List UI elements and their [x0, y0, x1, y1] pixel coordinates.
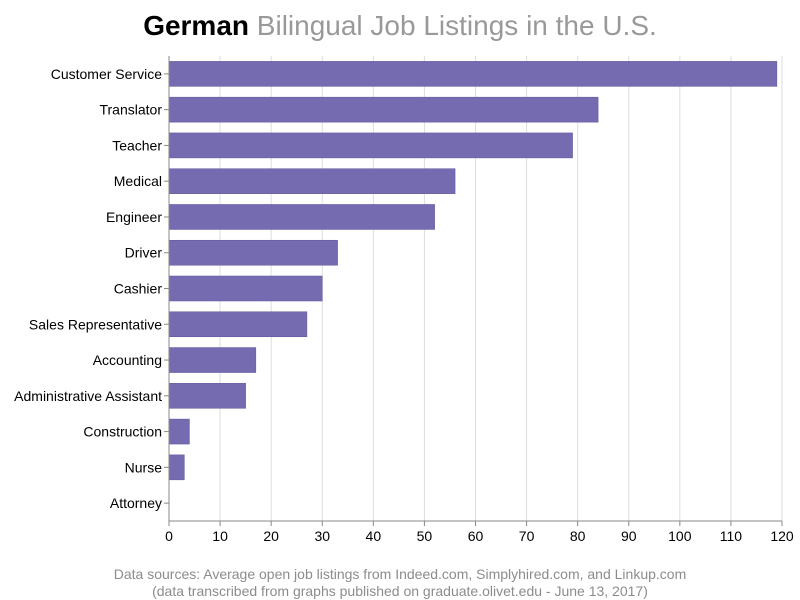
- axes: [164, 56, 783, 526]
- category-label: Customer Service: [51, 66, 162, 82]
- chart-title-highlight: German: [143, 10, 250, 41]
- x-tick-label: 100: [668, 528, 692, 544]
- x-tick-label: 40: [366, 528, 382, 544]
- bars: [168, 61, 778, 481]
- x-tick-label: 70: [519, 528, 535, 544]
- bar: [168, 61, 778, 87]
- bar: [168, 168, 456, 194]
- x-tick-label: 50: [417, 528, 433, 544]
- category-label: Driver: [125, 245, 163, 261]
- category-label: Nurse: [125, 459, 163, 475]
- category-label: Sales Representative: [29, 316, 162, 332]
- bar: [168, 275, 323, 302]
- category-labels: Customer Service Translator Teacher Medical…: [14, 66, 162, 511]
- bar: [168, 347, 257, 373]
- bar: [168, 418, 190, 445]
- x-tick-label: 60: [468, 528, 484, 544]
- category-label: Accounting: [93, 352, 162, 368]
- x-tick-label: 20: [263, 528, 279, 544]
- category-label: Cashier: [114, 281, 163, 297]
- bar: [168, 132, 573, 159]
- x-tick-label: 120: [770, 528, 794, 544]
- bar: [168, 239, 338, 266]
- chart-title-rest: Bilingual Job Listings in the U.S.: [256, 10, 657, 41]
- x-tick-label: 10: [212, 528, 228, 544]
- bar: [168, 311, 308, 338]
- chart-title: German Bilingual Job Listings in the U.S…: [0, 6, 800, 46]
- footer-note: (data transcribed from graphs published …: [152, 583, 648, 599]
- category-label: Attorney: [110, 495, 162, 511]
- bar: [168, 96, 599, 123]
- category-label: Engineer: [106, 209, 162, 225]
- x-tick-labels: 0 10 20 30 40 50 60 70 80 90 100 110 120: [165, 528, 794, 544]
- category-label: Teacher: [112, 137, 162, 153]
- category-label: Medical: [114, 173, 162, 189]
- bar: [168, 383, 246, 409]
- x-tick-label: 90: [621, 528, 637, 544]
- bar: [168, 454, 185, 481]
- x-tick-label: 80: [570, 528, 586, 544]
- footer-sources: Data sources: Average open job listings …: [113, 566, 687, 582]
- x-tick-label: 30: [314, 528, 330, 544]
- category-label: Translator: [99, 102, 162, 118]
- category-label: Administrative Assistant: [14, 388, 162, 404]
- category-label: Construction: [83, 424, 162, 440]
- x-tick-label: 0: [165, 528, 173, 544]
- x-tick-label: 110: [720, 528, 743, 544]
- bar: [168, 204, 435, 230]
